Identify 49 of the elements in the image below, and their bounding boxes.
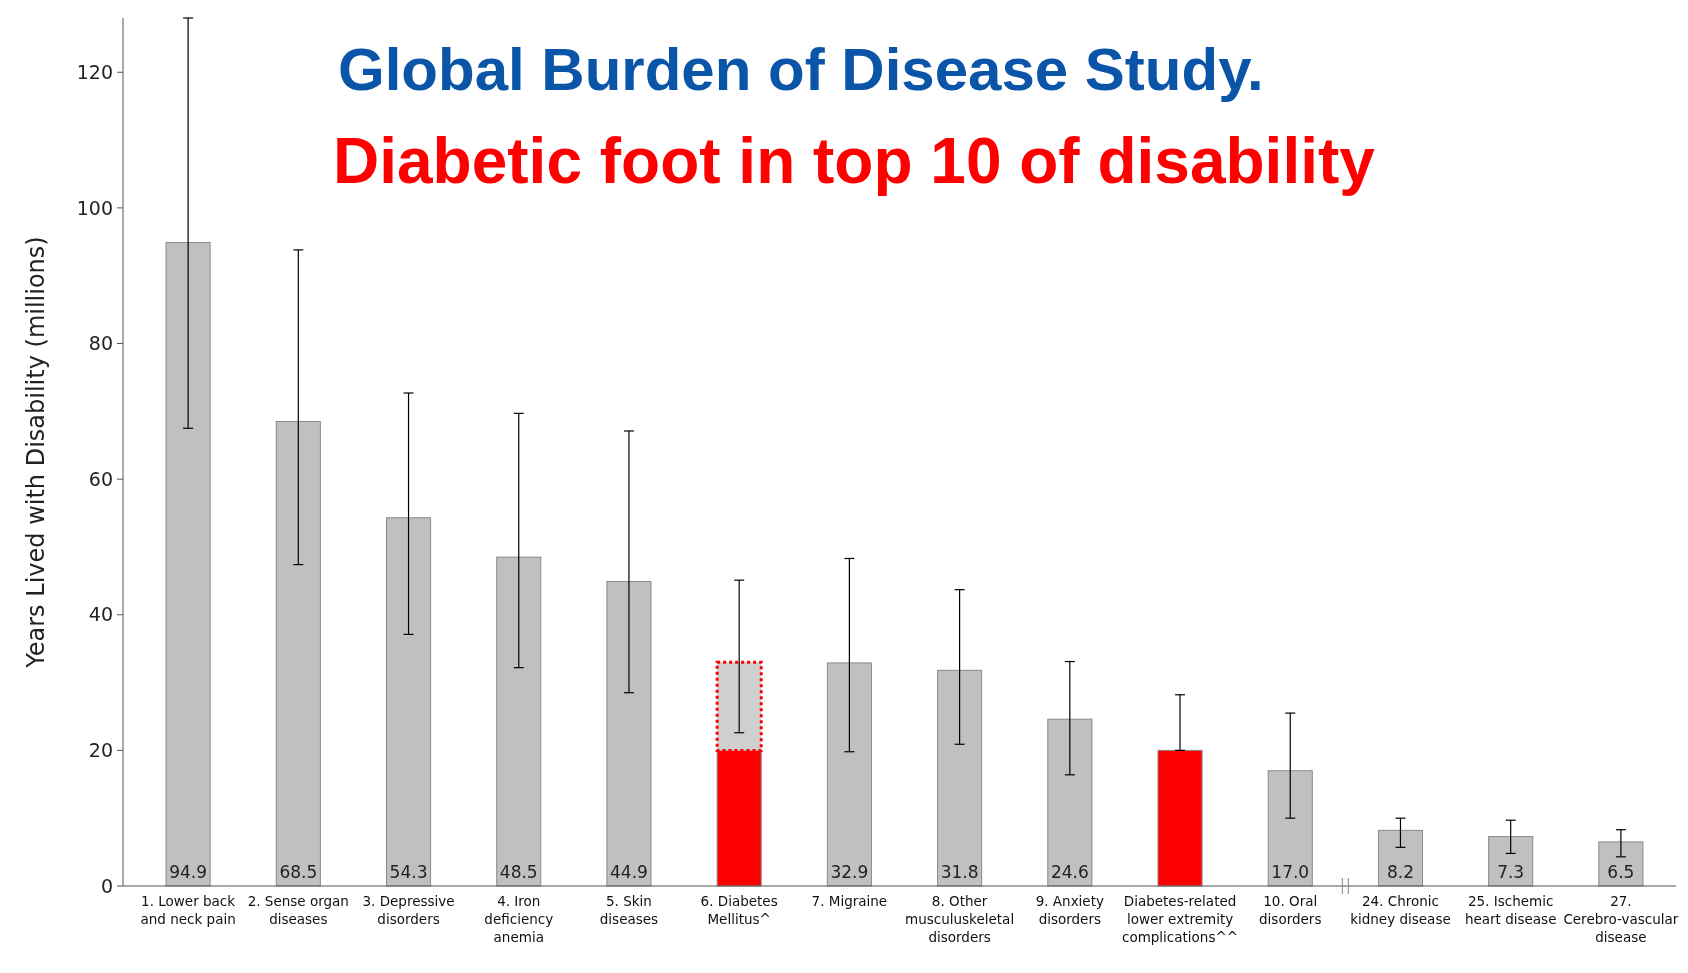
data-label: 31.8: [940, 862, 979, 882]
bar: [165, 241, 211, 887]
bar: [1488, 836, 1534, 887]
x-tick-label: 3. Depressive disorders: [362, 893, 455, 927]
y-tick-label: 100: [76, 196, 113, 219]
x-tick-label: 1. Lower back and neck pain: [140, 893, 236, 927]
data-label: 48.5: [499, 862, 538, 882]
y-tick-label: 40: [88, 603, 113, 626]
x-tick-label: 6. Diabetes Mellitus^: [700, 893, 778, 927]
bar: [1598, 841, 1644, 887]
data-label: 6.5: [1607, 862, 1635, 882]
bar: [1377, 829, 1424, 887]
x-tick-label: 24. Chronic kidney disease: [1350, 893, 1451, 927]
data-label: 7.3: [1497, 862, 1525, 882]
x-tick-label: 8. Other musculuskeletal disorders: [905, 893, 1015, 945]
x-tick-label: 4. Iron deficiency anemia: [484, 893, 554, 945]
bar: [937, 669, 983, 887]
bar: [496, 556, 542, 887]
y-tick-label: 80: [88, 332, 113, 355]
data-label: 32.9: [830, 862, 869, 882]
x-tick-label: 2. Sense organ diseases: [247, 893, 349, 927]
bar: [826, 662, 872, 887]
x-tick-label: 7. Migraine: [811, 893, 888, 909]
y-tick-label: 60: [88, 467, 113, 490]
y-tick-label: 20: [88, 739, 113, 762]
x-tick-label: 10. Oral disorders: [1259, 893, 1322, 927]
x-tick-label: 25. Ischemic heart disease: [1464, 893, 1557, 927]
y-axis-title: Years Lived with Disability (millions): [22, 236, 50, 669]
y-tick-label: 0: [100, 874, 113, 897]
bar: [606, 581, 652, 887]
chart-title: Global Burden of Disease Study.: [338, 36, 1264, 103]
x-tick-label: 9. Anxiety disorders: [1035, 893, 1104, 927]
x-tick-label: 27. Cerebro-vascular disease: [1563, 893, 1679, 945]
text: Diabetic foot in top 10 of disability: [333, 125, 1376, 197]
bar: [1267, 770, 1313, 887]
data-label: 94.9: [169, 862, 208, 882]
y-tick-label: 120: [76, 60, 113, 83]
bar: [1047, 718, 1093, 887]
x-tick-label: Diabetes-related lower extremity complications^^: [1121, 893, 1239, 945]
x-tick-label: 5. Skin diseases: [599, 893, 659, 927]
bar: [275, 420, 321, 887]
data-label: 54.3: [389, 862, 428, 882]
data-label: 24.6: [1050, 862, 1089, 882]
bar: [385, 517, 432, 887]
data-label: 8.2: [1386, 862, 1414, 882]
data-label: 68.5: [279, 862, 318, 882]
data-label: 17.0: [1271, 862, 1310, 882]
bar: [1157, 749, 1203, 887]
data-label: 44.9: [610, 862, 648, 882]
